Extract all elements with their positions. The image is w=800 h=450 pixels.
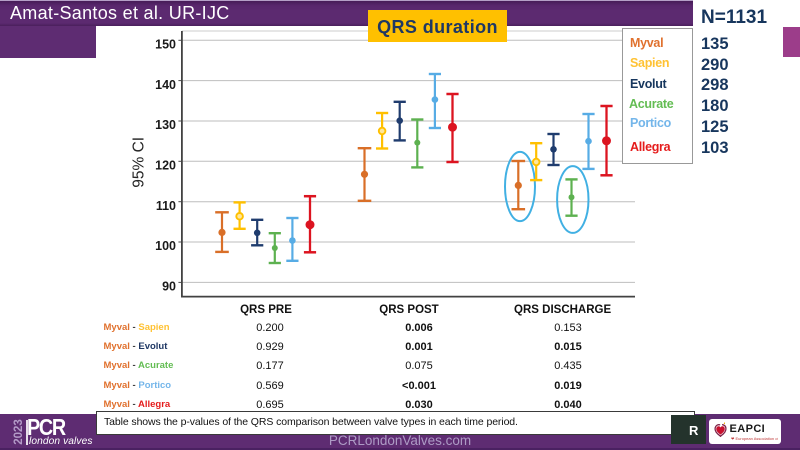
svg-text:QRS DISCHARGE: QRS DISCHARGE xyxy=(514,304,611,316)
svg-text:QRS POST: QRS POST xyxy=(379,304,438,316)
svg-text:130: 130 xyxy=(155,118,176,132)
svg-text:90: 90 xyxy=(162,280,176,294)
svg-text:150: 150 xyxy=(155,38,176,52)
svg-text:140: 140 xyxy=(155,78,176,92)
svg-text:110: 110 xyxy=(156,199,176,213)
svg-text:QRS PRE: QRS PRE xyxy=(240,304,292,316)
svg-text:120: 120 xyxy=(155,159,176,173)
svg-text:95% CI: 95% CI xyxy=(131,137,148,188)
svg-text:100: 100 xyxy=(155,239,176,253)
